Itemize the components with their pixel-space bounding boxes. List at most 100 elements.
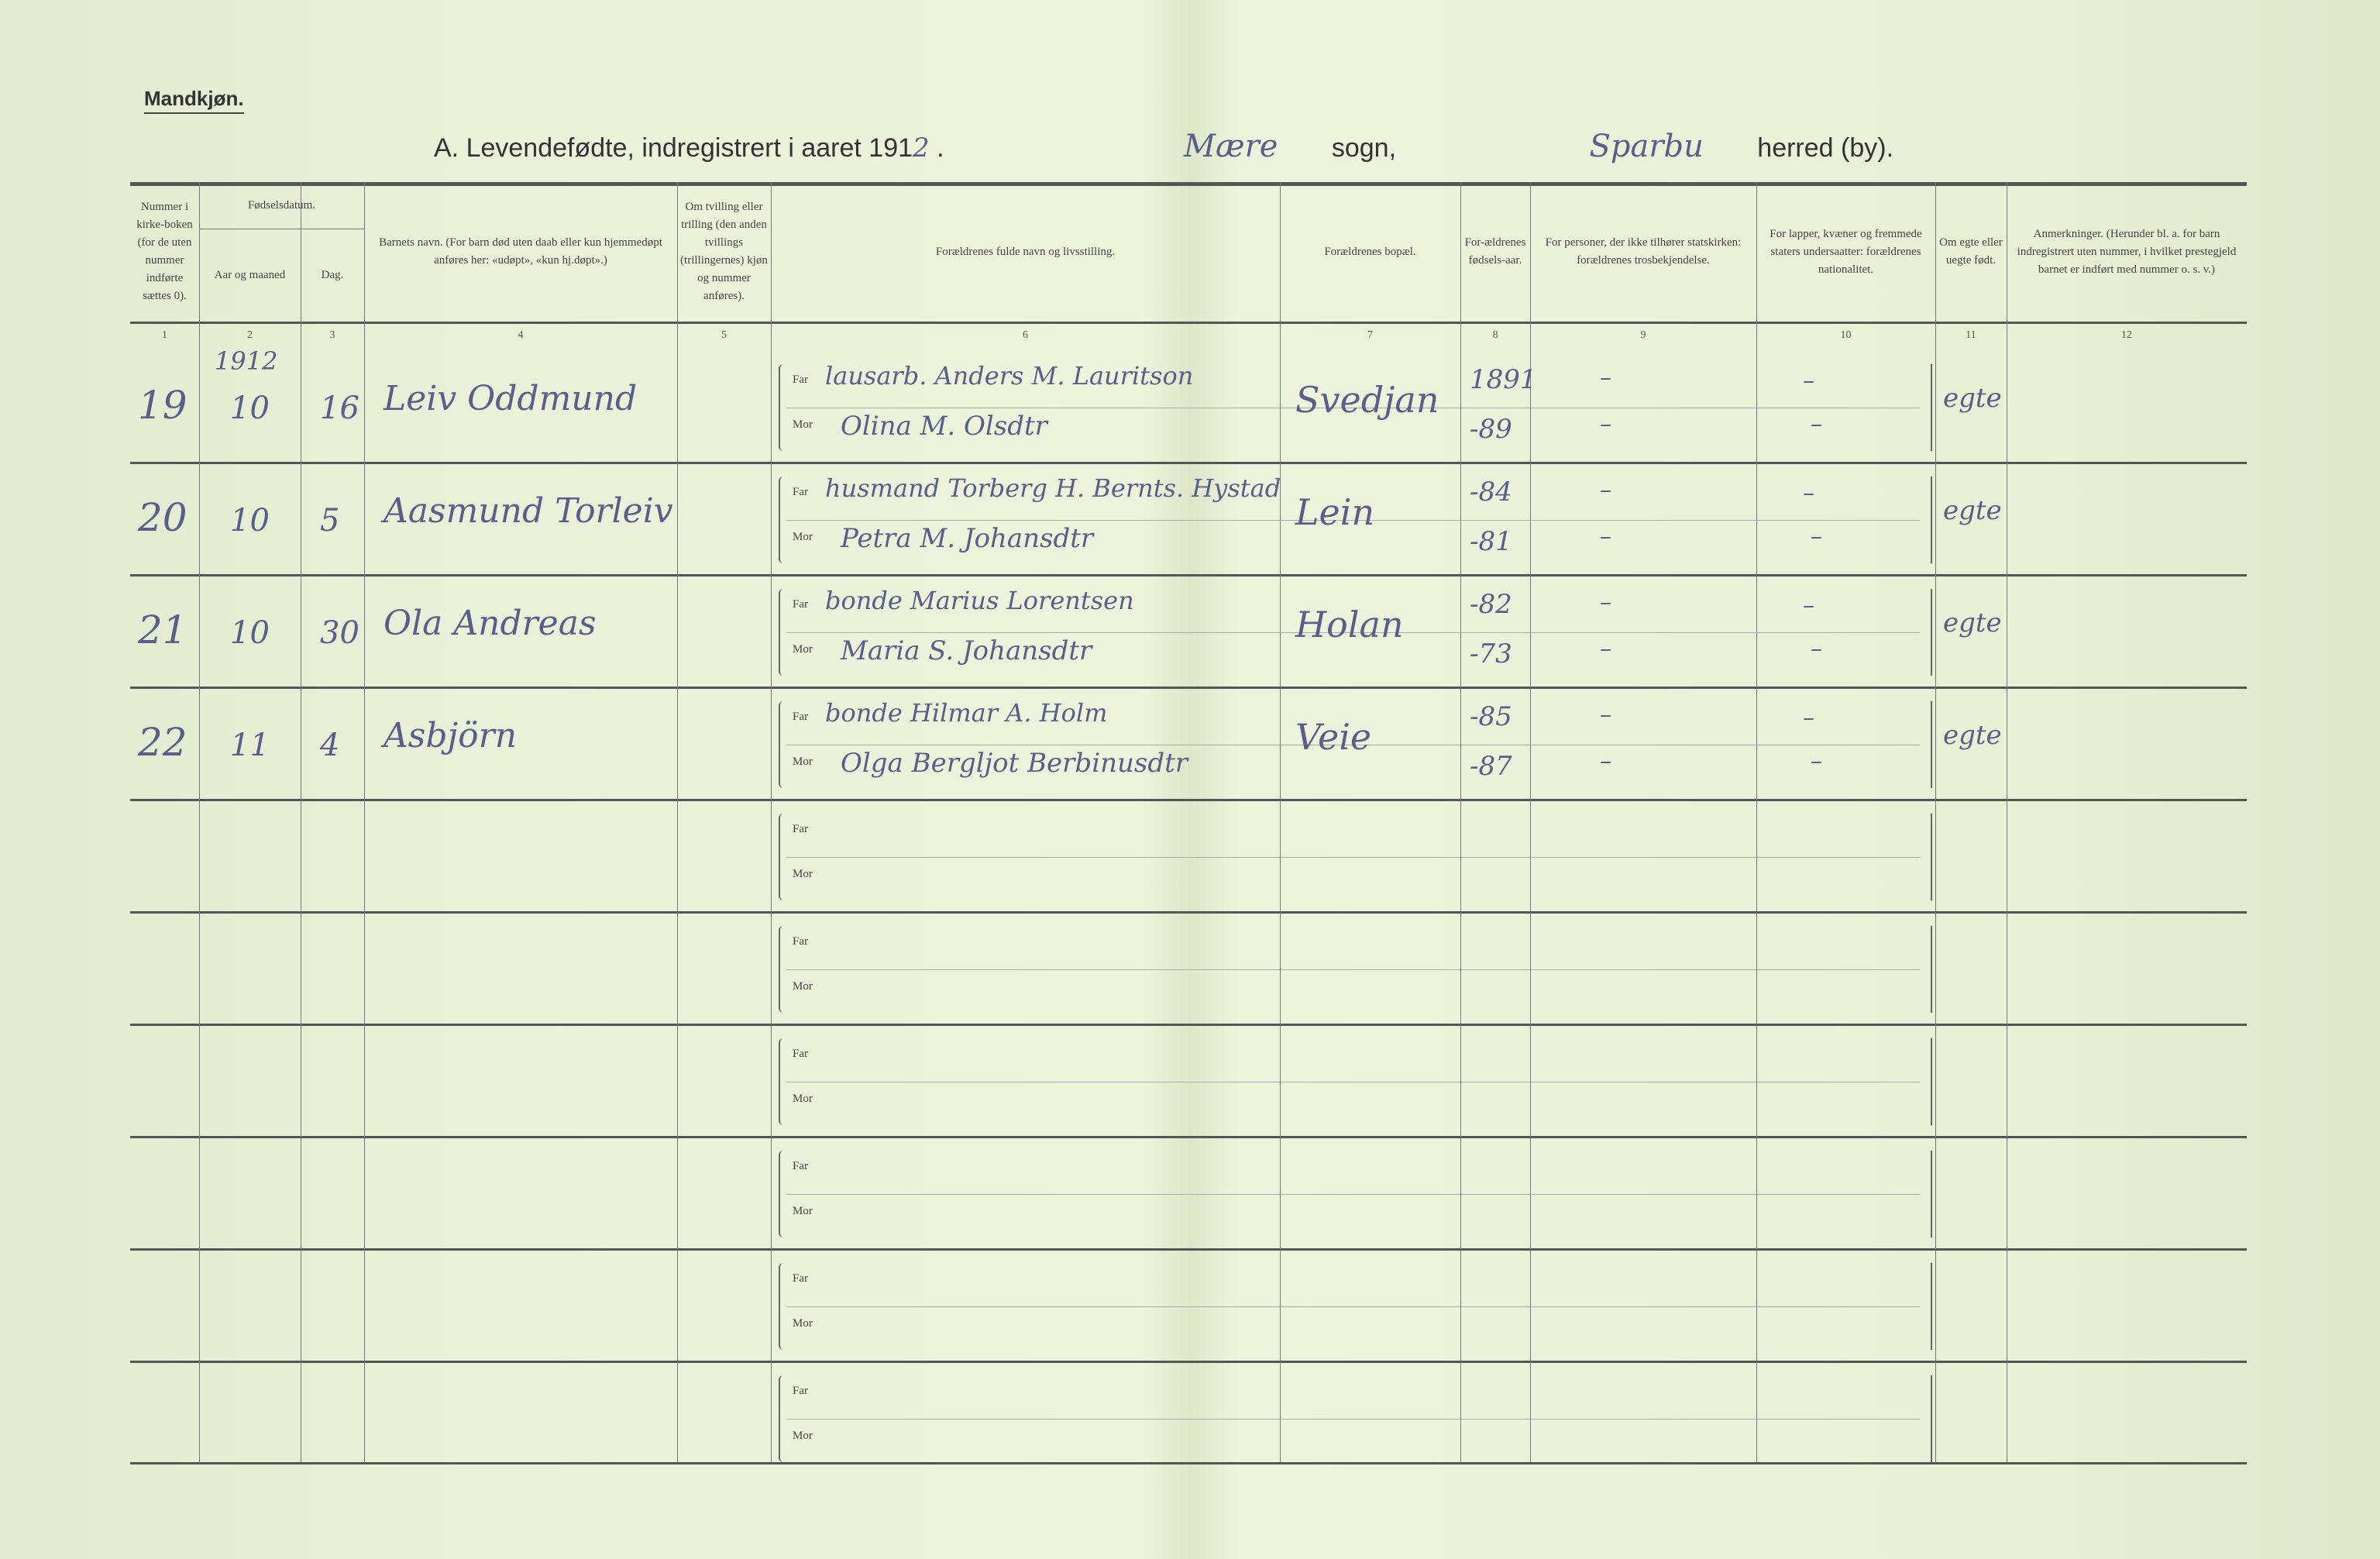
- parent-bracket: [779, 1375, 785, 1462]
- column-number-4: 4: [518, 329, 524, 341]
- legitimacy: egte: [1943, 607, 2002, 638]
- mother-name: Olga Bergljot Berbinusdtr: [841, 748, 1188, 779]
- far-mor-divider: [786, 969, 1920, 970]
- parent-bracket: [779, 1263, 785, 1350]
- column-number-12: 12: [2121, 329, 2132, 341]
- mother-name: Petra M. Johansdtr: [841, 523, 1094, 554]
- sogn-label: sogn,: [1331, 133, 1397, 163]
- father-name: bonde Hilmar A. Holm: [825, 698, 1108, 728]
- far-mor-divider: [786, 1306, 1920, 1307]
- column-header-1: Nummer i kirke-boken (for de uten nummer…: [136, 201, 193, 302]
- father-religion: –: [1600, 477, 1611, 504]
- father-nationality: –: [1803, 480, 1814, 507]
- section-label: Mandkjøn.: [144, 87, 244, 114]
- birth-day: 4: [320, 728, 340, 763]
- father-birth-year: 1891: [1470, 364, 1537, 395]
- row-divider: [130, 687, 2247, 689]
- column-header-9: For personer, der ikke tilhører statskir…: [1545, 236, 1742, 267]
- birth-month: 10: [230, 391, 270, 426]
- column-header-3: Dag.: [321, 268, 344, 281]
- row-divider: [130, 574, 2247, 576]
- column-number-3: 3: [329, 329, 335, 341]
- birth-month: 11: [230, 728, 270, 763]
- mother-name: Maria S. Johansdtr: [841, 635, 1092, 666]
- father-birth-year: -82: [1470, 589, 1512, 620]
- residence: Veie: [1295, 716, 1372, 758]
- column-number-2: 2: [247, 329, 253, 341]
- legitimacy: egte: [1943, 383, 2002, 414]
- far-label: Far: [793, 486, 808, 498]
- column-number-5: 5: [721, 329, 727, 341]
- parent-bracket-right: [1926, 814, 1932, 900]
- birth-month: 10: [230, 615, 270, 651]
- residence: Holan: [1295, 604, 1404, 645]
- mother-religion: –: [1600, 748, 1611, 775]
- column-header-5: Om tvilling eller trilling (den anden tv…: [680, 201, 768, 302]
- parent-bracket: [779, 926, 785, 1013]
- father-religion: –: [1600, 364, 1611, 391]
- mother-birth-year: -81: [1470, 526, 1512, 557]
- row-divider: [130, 462, 2247, 464]
- herred-value: Sparbu: [1589, 129, 1704, 164]
- column-number-11: 11: [1966, 329, 1976, 341]
- parent-bracket-right: [1926, 477, 1932, 563]
- father-religion: –: [1600, 589, 1611, 616]
- parent-bracket-right: [1926, 1375, 1932, 1462]
- column-header-12: Anmerkninger. (Herunder bl. a. for barn …: [2017, 227, 2237, 276]
- mor-label: Mor: [793, 1430, 813, 1442]
- far-mor-divider: [786, 520, 1920, 521]
- residence: Svedjan: [1295, 379, 1439, 421]
- far-label: Far: [793, 1160, 808, 1172]
- far-label: Far: [793, 1272, 808, 1285]
- column-divider: [1280, 182, 1281, 1462]
- column-divider: [364, 182, 365, 1462]
- birth-day: 16: [320, 391, 359, 426]
- mother-nationality: –: [1811, 635, 1822, 662]
- father-nationality: –: [1803, 592, 1814, 619]
- entry-number: 19: [138, 383, 187, 428]
- column-number-1: 1: [162, 329, 167, 341]
- mother-birth-year: -73: [1470, 638, 1512, 669]
- entry-number: 20: [138, 495, 187, 540]
- far-label: Far: [793, 823, 808, 835]
- far-label: Far: [793, 711, 808, 723]
- far-label: Far: [793, 373, 808, 386]
- herred-label: herred (by).: [1757, 133, 1894, 163]
- birth-day: 30: [320, 615, 359, 651]
- parent-bracket: [779, 364, 785, 451]
- mother-nationality: –: [1811, 523, 1822, 550]
- mother-birth-year: -89: [1470, 414, 1512, 445]
- far-mor-divider: [786, 1194, 1920, 1195]
- column-header-2: Aar og maaned: [214, 268, 286, 281]
- mother-nationality: –: [1811, 411, 1822, 438]
- mor-label: Mor: [793, 1205, 813, 1217]
- mother-religion: –: [1600, 411, 1611, 438]
- far-label: Far: [793, 1385, 808, 1397]
- column-header-7: Forældrenes bopæl.: [1324, 245, 1416, 258]
- mother-name: Olina M. Olsdtr: [841, 411, 1047, 442]
- child-name: Leiv Oddmund: [383, 379, 638, 418]
- father-nationality: –: [1803, 367, 1814, 394]
- mother-birth-year: -87: [1470, 751, 1512, 782]
- father-name: lausarb. Anders M. Lauritson: [825, 361, 1194, 391]
- column-divider: [1530, 182, 1531, 1462]
- column-divider: [1756, 182, 1757, 1462]
- header-bottom-rule: [130, 322, 2247, 324]
- mor-label: Mor: [793, 868, 813, 880]
- parent-bracket-right: [1926, 701, 1932, 788]
- legitimacy: egte: [1943, 495, 2002, 526]
- column-header-10: For lapper, kvæner og fremmede staters u…: [1770, 227, 1922, 276]
- column-number-10: 10: [1840, 329, 1852, 341]
- parent-bracket-right: [1926, 1263, 1932, 1350]
- row-divider: [130, 1136, 2247, 1138]
- father-birth-year: -84: [1470, 477, 1512, 508]
- sogn-value: Mære: [1184, 129, 1278, 164]
- parent-bracket: [779, 1151, 785, 1237]
- column-header-8: For-ældrenes fødsels-aar.: [1464, 236, 1526, 267]
- written-year: 1912: [215, 346, 278, 376]
- mor-label: Mor: [793, 418, 813, 431]
- birth-month: 10: [230, 503, 270, 539]
- row-divider: [130, 1248, 2247, 1251]
- column-number-6: 6: [1023, 329, 1028, 341]
